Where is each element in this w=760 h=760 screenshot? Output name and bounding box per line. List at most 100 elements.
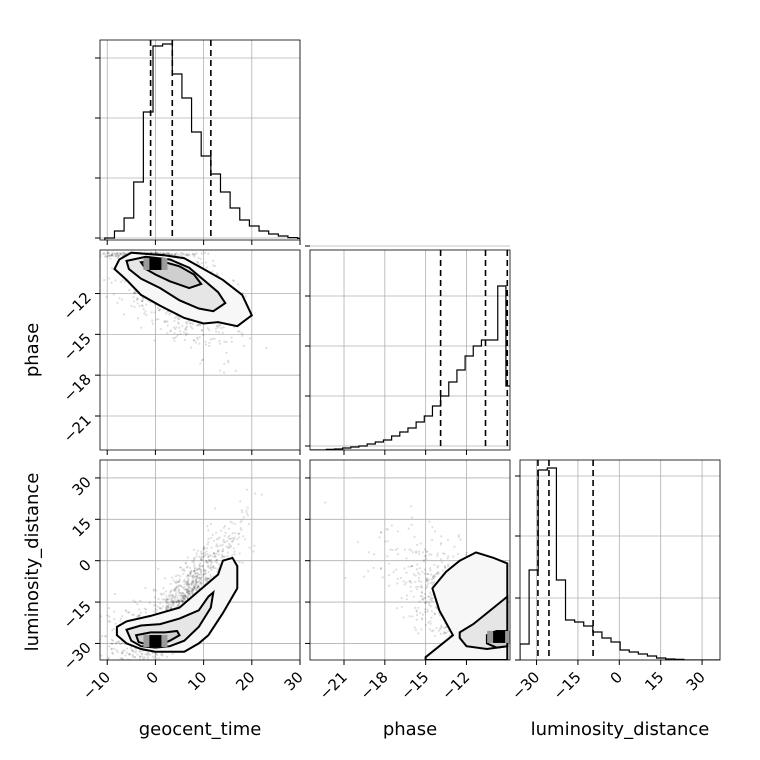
sample-point bbox=[223, 340, 226, 343]
sample-point bbox=[196, 572, 200, 575]
sample-point bbox=[101, 634, 104, 638]
sample-point bbox=[229, 545, 232, 548]
sample-point bbox=[126, 651, 129, 654]
sample-point bbox=[106, 255, 109, 258]
sample-point bbox=[212, 564, 215, 568]
sample-point bbox=[420, 584, 423, 587]
sample-point bbox=[129, 653, 132, 656]
sample-point bbox=[502, 690, 504, 692]
sample-point bbox=[211, 554, 214, 558]
sample-point bbox=[225, 351, 228, 354]
sample-point bbox=[215, 559, 218, 562]
sample-point bbox=[179, 584, 182, 588]
sample-point bbox=[429, 622, 432, 625]
sample-point bbox=[204, 560, 208, 563]
sample-point bbox=[115, 648, 118, 652]
sample-point bbox=[213, 555, 216, 559]
sample-point bbox=[109, 254, 112, 258]
sample-point bbox=[166, 598, 169, 602]
sample-point bbox=[495, 685, 497, 687]
sample-point bbox=[142, 657, 145, 660]
sample-point bbox=[231, 531, 234, 535]
sample-point bbox=[403, 583, 406, 586]
sample-point bbox=[183, 597, 186, 601]
x-tick-label: −21 bbox=[316, 668, 351, 703]
sample-point bbox=[108, 615, 111, 618]
sample-point bbox=[134, 600, 137, 603]
scatter-frame-phase_vs_geocent_time bbox=[99, 249, 301, 451]
sample-point bbox=[171, 596, 174, 599]
sample-point bbox=[191, 587, 194, 590]
sample-point bbox=[429, 573, 433, 576]
sample-point bbox=[187, 586, 191, 589]
sample-point bbox=[399, 576, 403, 580]
sample-point bbox=[212, 565, 215, 569]
sample-point bbox=[109, 257, 112, 260]
sample-point bbox=[410, 516, 413, 519]
sample-point bbox=[446, 538, 450, 542]
sample-point bbox=[171, 600, 174, 603]
sample-point bbox=[175, 585, 178, 588]
sample-point bbox=[191, 574, 195, 577]
sample-point bbox=[146, 658, 149, 660]
sample-point bbox=[214, 567, 217, 570]
sample-point bbox=[177, 604, 180, 607]
sample-point bbox=[419, 580, 423, 583]
sample-point bbox=[184, 595, 187, 598]
sample-point bbox=[434, 612, 437, 616]
sample-point bbox=[226, 555, 229, 558]
sample-point bbox=[199, 573, 202, 576]
sample-point bbox=[379, 567, 383, 570]
sample-point bbox=[218, 324, 221, 327]
sample-point bbox=[172, 579, 175, 582]
sample-point bbox=[197, 262, 200, 265]
sample-point bbox=[199, 568, 202, 571]
sample-point bbox=[116, 301, 119, 304]
sample-point bbox=[198, 342, 201, 345]
sample-point bbox=[218, 342, 222, 345]
sample-point bbox=[191, 575, 194, 578]
sample-point bbox=[248, 337, 251, 340]
sample-point bbox=[82, 256, 84, 258]
sample-point bbox=[191, 589, 194, 593]
sample-point bbox=[202, 333, 205, 337]
sample-point bbox=[181, 591, 184, 595]
sample-point bbox=[169, 582, 172, 585]
sample-point bbox=[168, 252, 171, 256]
sample-point bbox=[128, 652, 131, 655]
sample-point bbox=[403, 567, 406, 570]
sample-point bbox=[193, 586, 196, 589]
sample-point bbox=[142, 308, 145, 311]
sample-point bbox=[416, 563, 419, 566]
sample-point bbox=[123, 252, 126, 255]
sample-point bbox=[232, 279, 235, 282]
sample-point bbox=[499, 676, 501, 678]
sample-point bbox=[363, 575, 366, 578]
sample-point bbox=[196, 585, 200, 589]
sample-point bbox=[198, 563, 201, 567]
sample-point bbox=[175, 326, 178, 329]
sample-point bbox=[504, 692, 506, 694]
sample-point bbox=[414, 580, 417, 584]
sample-point bbox=[93, 624, 95, 626]
hist-group-geocent_time bbox=[104, 40, 300, 240]
sample-point bbox=[218, 536, 221, 539]
sample-point bbox=[379, 531, 383, 534]
sample-point bbox=[193, 586, 196, 589]
sample-point bbox=[424, 608, 427, 611]
sample-point bbox=[112, 628, 115, 631]
sample-point bbox=[209, 559, 213, 562]
sample-point bbox=[187, 589, 190, 592]
sample-point bbox=[420, 617, 424, 620]
sample-point bbox=[414, 628, 418, 632]
sample-point bbox=[428, 604, 431, 607]
sample-point bbox=[248, 546, 251, 549]
sample-point bbox=[154, 667, 156, 669]
sample-point bbox=[116, 254, 119, 257]
sample-point bbox=[185, 254, 189, 257]
sample-point bbox=[494, 672, 496, 674]
sample-point bbox=[197, 573, 200, 576]
sample-point bbox=[196, 574, 199, 577]
sample-point bbox=[199, 565, 202, 568]
